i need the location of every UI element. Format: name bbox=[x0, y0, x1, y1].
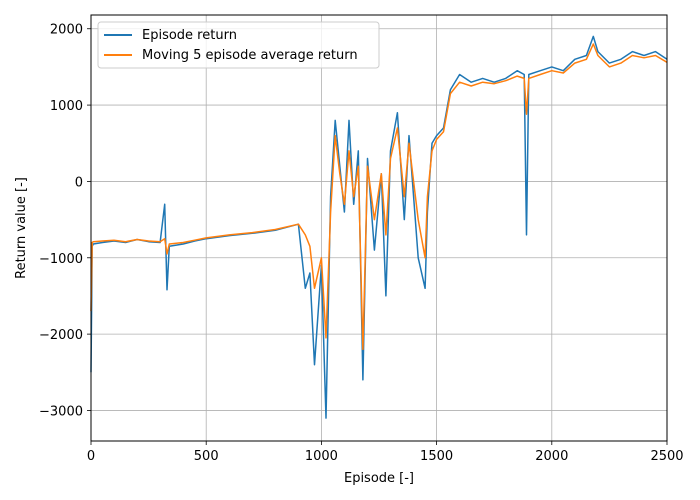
y-axis-ticks: −3000 −2000 −1000 0 1000 2000 bbox=[39, 23, 91, 419]
x-tick-label: 500 bbox=[194, 449, 219, 464]
y-tick-label: 0 bbox=[75, 175, 83, 190]
y-tick-label: −1000 bbox=[39, 252, 83, 267]
x-tick-label: 1500 bbox=[420, 449, 453, 464]
x-axis-label: Episode [-] bbox=[344, 471, 414, 486]
x-tick-label: 2000 bbox=[535, 449, 568, 464]
x-tick-label: 1000 bbox=[305, 449, 338, 464]
legend-box bbox=[97, 21, 380, 69]
x-axis-ticks: 0 500 1000 1500 2000 2500 bbox=[87, 441, 684, 464]
y-tick-label: 1000 bbox=[50, 99, 83, 114]
y-tick-label: −2000 bbox=[39, 328, 83, 343]
series-line-moving-average bbox=[90, 43, 668, 351]
plot-area-frame bbox=[90, 14, 668, 442]
grid bbox=[90, 15, 668, 441]
y-tick-label: 2000 bbox=[50, 23, 83, 38]
legend-label-episode-return: Episode return bbox=[142, 28, 237, 43]
series-line-episode-return bbox=[90, 35, 668, 419]
legend: Episode return Moving 5 episode average … bbox=[97, 21, 380, 69]
legend-label-moving-average: Moving 5 episode average return bbox=[142, 48, 358, 63]
x-tick-label: 0 bbox=[87, 449, 95, 464]
y-axis-label: Return value [-] bbox=[14, 177, 29, 279]
y-tick-label: −3000 bbox=[39, 404, 83, 419]
series-group bbox=[90, 35, 668, 419]
x-tick-label: 2500 bbox=[650, 449, 683, 464]
